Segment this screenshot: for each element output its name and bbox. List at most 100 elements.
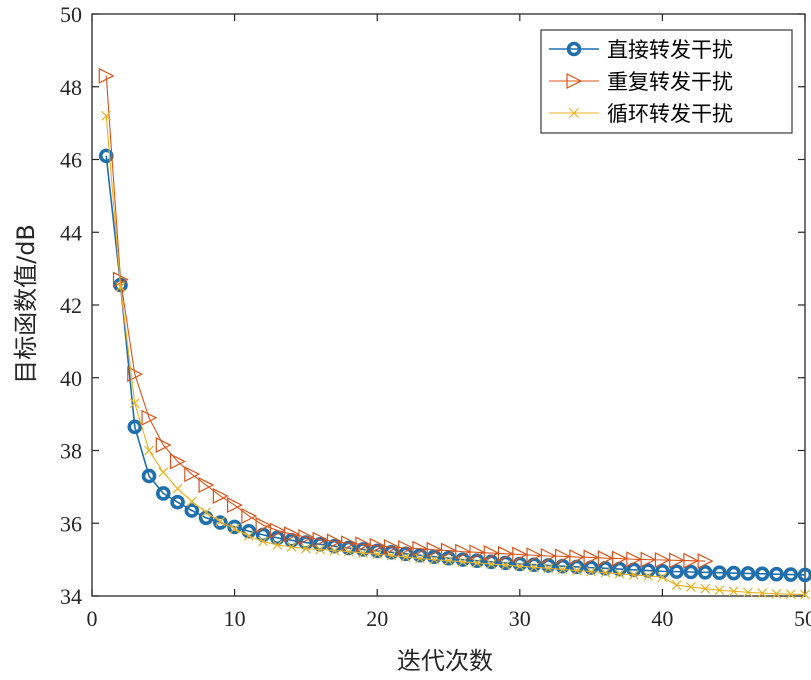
legend-entry-3: 循环转发干扰 [549,102,733,126]
data-point [669,564,684,579]
data-point [472,557,482,568]
data-point [671,580,682,591]
data-point [129,398,140,409]
legend-marker [566,41,582,57]
data-point [270,530,285,546]
data-point [554,548,571,565]
data-point [158,467,169,478]
data-point [497,545,514,562]
data-point [569,549,586,566]
data-point [227,519,242,535]
data-point [557,564,568,575]
legend-marker [569,108,579,118]
data-point [586,566,597,577]
series-3 [101,110,810,600]
legend-label: 直接转发干扰 [607,38,733,62]
data-point [628,569,639,580]
data-point [728,586,739,597]
data-point [771,588,782,599]
data-point [457,556,468,567]
data-point [597,550,614,567]
data-point [697,553,714,570]
data-point [543,563,554,574]
x-tick-label: 30 [509,606,531,631]
data-point [241,508,258,524]
data-point [184,503,200,518]
data-point [101,110,112,121]
data-point [712,565,727,581]
data-point [500,560,511,571]
data-point [669,552,686,569]
data-point [598,561,613,576]
data-point [98,67,115,84]
data-point [341,540,356,556]
data-point [198,477,215,494]
data-point [569,559,585,575]
data-point [272,540,283,550]
data-point [412,540,429,557]
data-point [440,542,457,559]
series-line [105,115,806,596]
data-point [754,566,770,582]
data-point [212,487,229,504]
data-point [626,551,643,568]
data-point [483,545,500,562]
data-point [700,583,711,594]
data-point [383,538,400,555]
data-point [757,588,768,599]
data-point [514,561,525,572]
data-point [769,566,784,582]
x-tick-label: 20 [366,606,388,631]
data-point [144,445,154,456]
data-point [255,517,272,534]
data-point [469,544,486,561]
data-point [315,544,326,555]
data-point [312,531,329,548]
x-tick-label: 40 [651,606,673,631]
y-tick-label: 34 [60,584,82,609]
y-tick-label: 44 [60,220,82,245]
data-point [286,541,297,552]
data-point [269,522,286,539]
data-point [372,549,383,560]
legend-label: 重复转发干扰 [607,70,733,94]
data-point [783,567,799,582]
data-point [255,527,271,543]
data-point [555,558,570,574]
data-point [400,552,411,563]
data-point [785,589,796,600]
data-point [170,494,185,510]
data-point [583,549,600,566]
data-point [800,589,810,600]
data-point [540,548,557,564]
y-tick-label: 46 [60,148,82,173]
data-point [571,565,582,576]
x-tick-label: 50 [794,606,811,631]
data-point [697,565,713,580]
data-point [369,537,386,554]
data-point [201,507,212,518]
data-point [327,538,342,554]
data-point [358,548,368,559]
data-point [612,550,628,567]
data-point [127,419,143,435]
data-point [455,543,472,560]
data-point [683,552,700,569]
data-point [683,564,699,580]
data-point [398,540,415,556]
data-point [526,547,543,564]
data-point [343,546,354,557]
data-point [172,483,183,494]
data-point [600,567,611,578]
x-tick-label: 0 [87,606,98,631]
data-point [685,581,696,592]
axis-ticks: 0 10 20 30 40 50 34 36 38 40 42 44 46 48 50 [60,2,811,631]
data-point [443,555,454,566]
data-point [714,585,725,596]
data-point [169,453,186,470]
y-tick-label: 50 [60,2,82,27]
data-point [156,486,171,501]
data-point [743,587,753,598]
